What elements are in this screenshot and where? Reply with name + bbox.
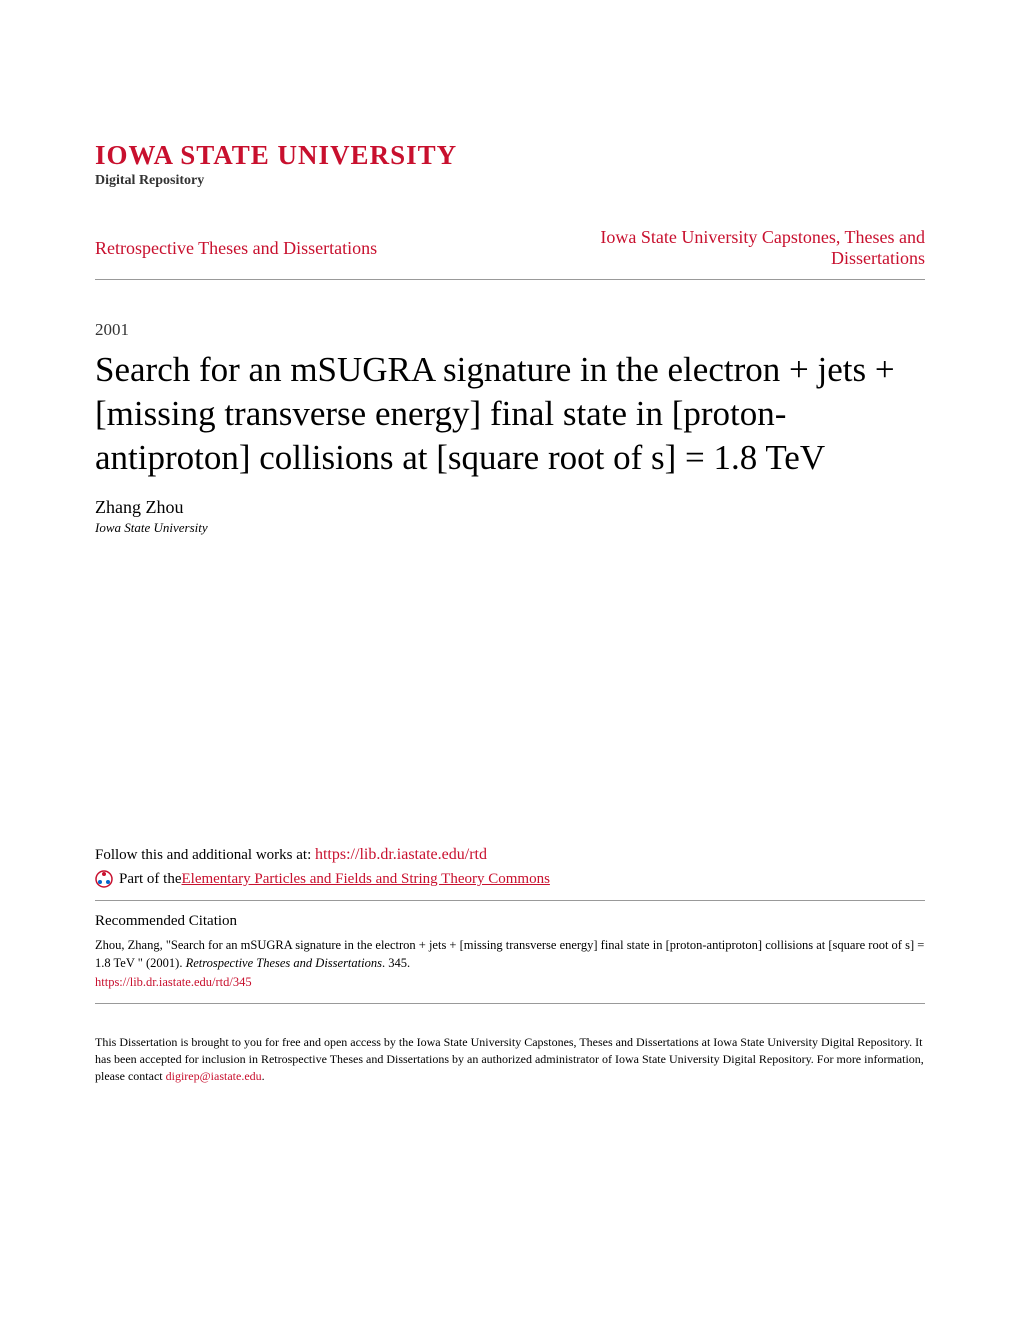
author-name: Zhang Zhou [95, 497, 925, 518]
logo-section: IOWA STATE UNIVERSITY Digital Repository [95, 140, 925, 189]
part-of-line: Part of the Elementary Particles and Fie… [95, 870, 925, 888]
part-of-prefix: Part of the [119, 871, 181, 888]
follow-section: Follow this and additional works at: htt… [95, 846, 925, 888]
citation-text: Zhou, Zhang, "Search for an mSUGRA signa… [95, 936, 925, 972]
university-name: IOWA STATE UNIVERSITY [95, 140, 925, 171]
author-affiliation: Iowa State University [95, 520, 925, 536]
collection-link[interactable]: Retrospective Theses and Dissertations [95, 238, 377, 259]
footer-part2: . [262, 1069, 265, 1083]
repository-subtitle: Digital Repository [95, 173, 925, 189]
citation-link[interactable]: https://lib.dr.iastate.edu/rtd/345 [95, 975, 252, 989]
divider-top [95, 900, 925, 901]
citation-heading: Recommended Citation [95, 913, 925, 930]
follow-line: Follow this and additional works at: htt… [95, 846, 925, 864]
footer-text: This Dissertation is brought to you for … [95, 1034, 925, 1086]
header-links: Retrospective Theses and Dissertations I… [95, 207, 925, 280]
publication-year: 2001 [95, 320, 925, 340]
parent-collection-link[interactable]: Iowa State University Capstones, Theses … [565, 227, 925, 269]
commons-link[interactable]: Elementary Particles and Fields and Stri… [181, 871, 549, 888]
follow-url-link[interactable]: https://lib.dr.iastate.edu/rtd [315, 846, 487, 863]
document-title: Search for an mSUGRA signature in the el… [95, 348, 925, 479]
follow-prefix: Follow this and additional works at: [95, 847, 315, 863]
citation-part2: . 345. [382, 956, 410, 970]
citation-italic: Retrospective Theses and Dissertations [186, 956, 382, 970]
network-icon [95, 870, 113, 888]
divider-bottom [95, 1003, 925, 1004]
footer-email-link[interactable]: digirep@iastate.edu [166, 1069, 262, 1083]
